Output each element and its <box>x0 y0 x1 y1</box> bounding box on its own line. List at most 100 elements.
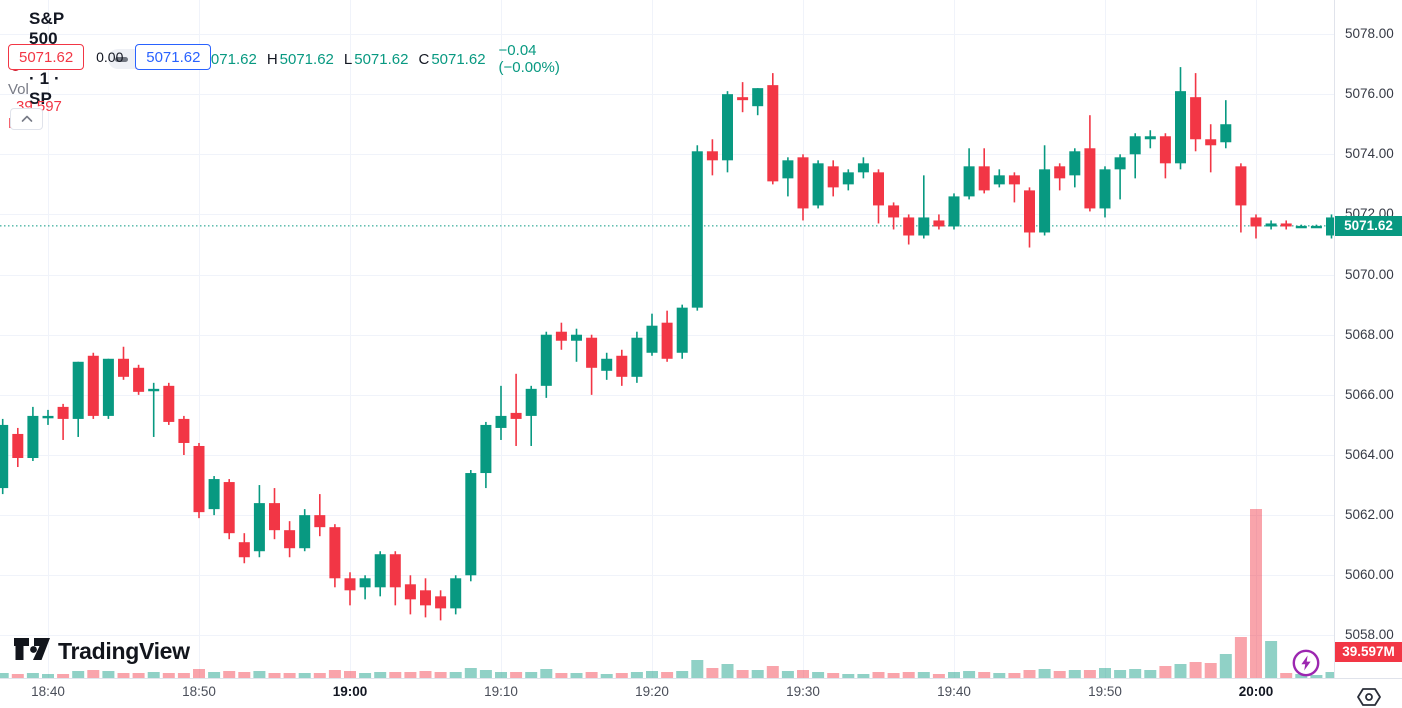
candle-body <box>374 554 386 588</box>
low-value: 5071.62 <box>354 50 409 68</box>
volume-bar <box>419 671 432 678</box>
candle-body <box>57 406 69 419</box>
volume-bar <box>11 674 24 678</box>
instant-order-button[interactable] <box>1292 649 1320 677</box>
price-tick-label: 5064.00 <box>1345 447 1394 462</box>
candle-body <box>118 358 129 377</box>
time-axis[interactable]: 18:40 18:50 19:00 19:10 19:20 19:30 19:40 19:50… <box>0 678 1402 708</box>
price-tick-label: 5062.00 <box>1345 507 1394 523</box>
tradingview-brand[interactable]: TradingView <box>14 637 190 665</box>
candle-body <box>223 482 235 534</box>
volume-bar <box>1265 641 1278 678</box>
candle-body <box>0 424 9 489</box>
candle-body <box>706 151 718 161</box>
volume-bar <box>917 672 930 678</box>
volume-bar <box>238 672 251 678</box>
volume-bar <box>328 670 341 678</box>
volume-bar <box>751 670 764 678</box>
candle-body <box>963 166 975 197</box>
candle-body <box>1280 223 1292 227</box>
candle-wick <box>1013 172 1016 203</box>
volume-bar <box>857 674 870 678</box>
volume-bar <box>948 672 960 678</box>
candle-body <box>208 479 220 510</box>
volume-bar <box>661 672 674 678</box>
price-axis[interactable]: 5078.00 5076.00 5074.00 5072.00 5070.00 5068.… <box>1334 0 1402 678</box>
candle-wick <box>923 175 925 239</box>
candle-body <box>269 503 280 531</box>
candle-body <box>737 97 749 101</box>
volume-bar <box>540 669 553 678</box>
price-tick-label: 5076.00 <box>1345 86 1394 102</box>
candle-body <box>1114 157 1126 170</box>
candle-body <box>857 163 869 173</box>
volume-bar <box>283 673 296 678</box>
volume-bar <box>102 671 115 678</box>
volume-bar <box>253 671 266 678</box>
candle-body <box>676 307 688 353</box>
candle-body <box>616 355 628 377</box>
volume-bar <box>87 670 100 678</box>
candle-body <box>1039 169 1051 233</box>
volume-bar <box>706 668 719 678</box>
buy-button[interactable]: 5071.62 <box>135 44 212 70</box>
volume-bar <box>1099 668 1111 678</box>
volume-bar <box>510 672 523 678</box>
candle-wick <box>1209 124 1212 173</box>
volume-bar <box>1174 664 1187 678</box>
last-price-label: 5071.62 <box>1335 215 1402 236</box>
candle-body <box>284 530 296 549</box>
volume-bar <box>842 674 855 678</box>
candle-body <box>1159 136 1171 164</box>
volume-bar <box>389 672 402 678</box>
price-tick-label: 5066.00 <box>1345 386 1394 402</box>
volume-bar <box>223 671 236 678</box>
price-tick-label: 5070.00 <box>1345 266 1394 282</box>
lightning-icon <box>1292 649 1320 677</box>
price-tick-label: 5068.00 <box>1345 326 1394 342</box>
candle-body <box>420 590 431 606</box>
volume-bar <box>1189 662 1202 678</box>
volume-bar <box>1053 671 1066 678</box>
candle-body <box>495 415 507 428</box>
candle-body <box>571 334 582 341</box>
high-value: 5071.62 <box>279 50 334 68</box>
candle-body <box>1235 166 1247 206</box>
volume-bar <box>902 672 915 678</box>
candle-body <box>193 445 205 513</box>
candle-body <box>993 175 1005 185</box>
volume-bar <box>615 673 628 678</box>
candle-body <box>1265 223 1277 227</box>
candle-body <box>646 325 658 353</box>
hexagon-marker-icon[interactable] <box>1356 687 1382 707</box>
candle-body <box>1008 175 1020 185</box>
candle-body <box>555 331 567 341</box>
candle-body <box>480 424 492 474</box>
change-value: −0.04 (−0.00%) <box>498 42 560 76</box>
dash-icon <box>114 56 128 62</box>
volume-bar <box>1204 663 1217 678</box>
volume-bar <box>978 672 991 678</box>
dash-toggle-button[interactable] <box>107 49 135 69</box>
time-tick-label: 19:10 <box>484 684 518 699</box>
candle-body <box>314 515 326 528</box>
volume-bar <box>1114 670 1127 678</box>
volume-bar <box>177 673 190 678</box>
candle-body <box>1295 225 1307 229</box>
volume-label: 39.597M <box>1335 642 1402 662</box>
price-tick-label: 5074.00 <box>1345 146 1394 162</box>
volume-bar <box>1234 637 1247 678</box>
vol-label: Vol <box>8 81 29 98</box>
volume-bar <box>630 672 643 678</box>
collapse-legend-button[interactable] <box>10 108 43 130</box>
candle-body <box>1326 217 1337 236</box>
sell-button[interactable]: 5071.62 <box>8 44 85 70</box>
volume-bar <box>117 673 130 678</box>
volume-bar <box>963 671 976 678</box>
volume-bar <box>1310 675 1323 678</box>
volume-bar <box>1250 509 1262 678</box>
volume-bar <box>313 673 326 678</box>
candle-wick <box>1134 133 1136 179</box>
candle-body <box>525 388 537 416</box>
